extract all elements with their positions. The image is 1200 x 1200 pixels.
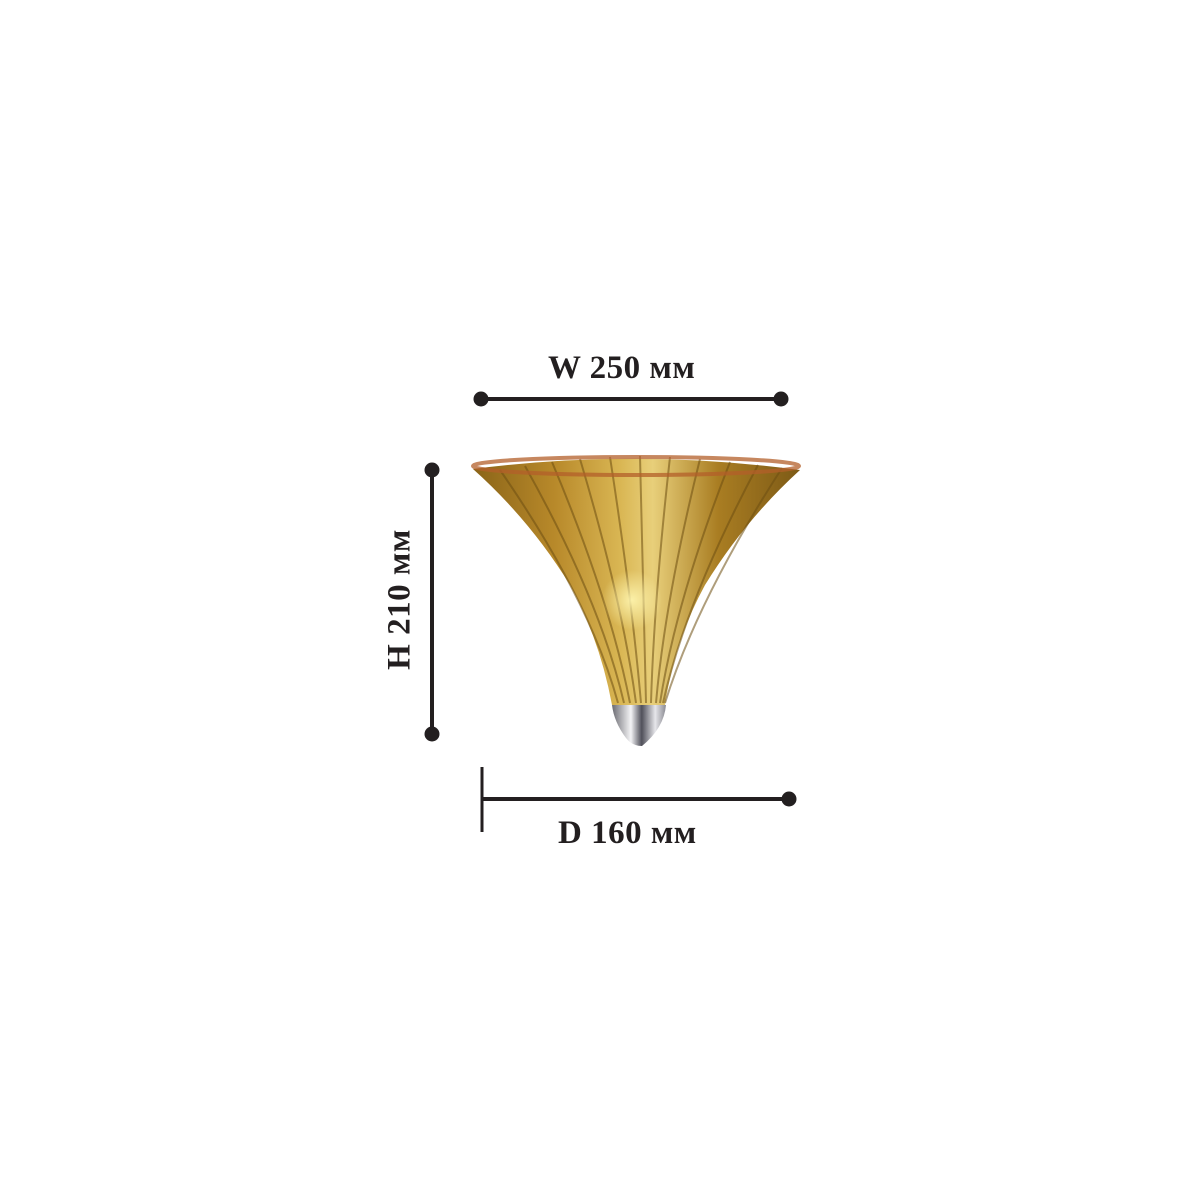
width-dimension-line <box>473 391 789 407</box>
width-label: W 250 мм <box>548 350 696 386</box>
height-dimension-line <box>424 462 440 742</box>
depth-dimension-line <box>480 767 797 832</box>
height-label: H 210 мм <box>381 529 418 670</box>
wall-lamp-image <box>471 455 801 746</box>
depth-label: D 160 мм <box>558 815 697 851</box>
